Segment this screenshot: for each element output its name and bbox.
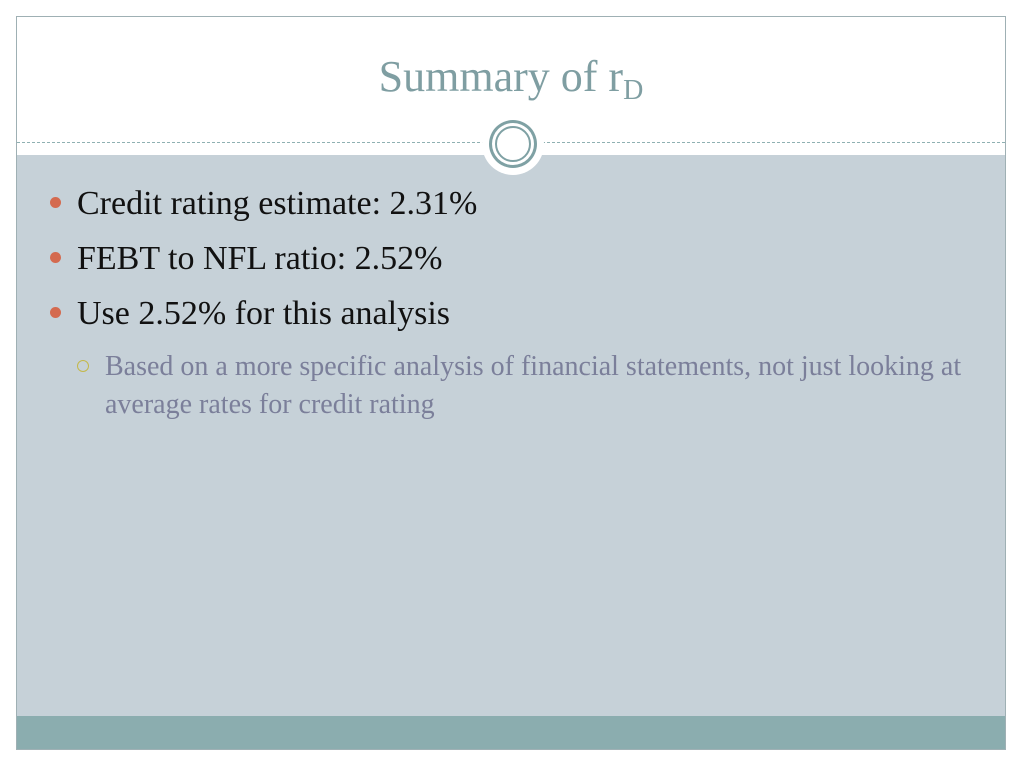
bullet-dot-icon xyxy=(50,307,61,318)
bullet-text: Credit rating estimate: 2.31% xyxy=(77,185,478,222)
footer-band xyxy=(17,716,1005,749)
bullet-text: Use 2.52% for this analysis xyxy=(77,295,451,332)
slide: Summary of rD Credit rating estimate: 2.… xyxy=(16,16,1006,750)
slide-title-text: Summary of r xyxy=(378,52,624,101)
bullet-item: FEBT to NFL ratio: 2.52% xyxy=(47,232,977,287)
circle-ornament-icon xyxy=(482,113,544,175)
bullet-text: FEBT to NFL ratio: 2.52% xyxy=(77,240,443,277)
sub-bullet-text: Based on a more specific analysis of fin… xyxy=(105,351,962,420)
circle-ornament-core xyxy=(495,126,531,162)
sub-bullet-item: Based on a more specific analysis of fin… xyxy=(47,348,965,424)
circle-ornament-ring xyxy=(489,120,537,168)
slide-title: Summary of rD xyxy=(17,52,1005,104)
bullet-dot-icon xyxy=(50,197,61,208)
bullet-item: Use 2.52% for this analysis xyxy=(47,287,977,342)
bullet-dot-icon xyxy=(50,252,61,263)
bullet-item: Credit rating estimate: 2.31% xyxy=(47,177,977,232)
circle-ornament-inner xyxy=(492,123,534,165)
slide-title-subscript: D xyxy=(623,75,644,106)
hollow-circle-icon xyxy=(77,360,89,372)
content-area xyxy=(17,155,1005,716)
bullet-list: Credit rating estimate: 2.31% FEBT to NF… xyxy=(47,177,977,424)
